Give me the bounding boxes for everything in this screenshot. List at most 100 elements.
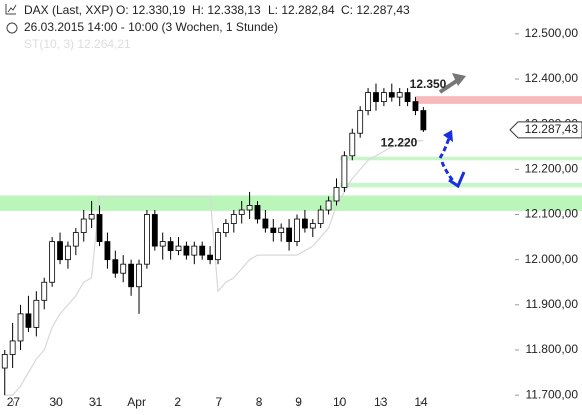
zone xyxy=(340,156,582,161)
indicator: ST(10, 3) 12.264,21 xyxy=(24,37,131,51)
candle-body xyxy=(317,209,324,224)
last-price-label: 12.287,43 xyxy=(525,122,579,136)
candle-body xyxy=(270,227,277,233)
y-tick-label: 12.200,00 xyxy=(525,162,579,176)
last-price-box xyxy=(509,121,582,139)
candle-body xyxy=(65,245,71,261)
y-tick-label: 12.400,00 xyxy=(525,71,579,85)
candle-body xyxy=(17,313,24,342)
high: H: 12.338,13 xyxy=(192,3,261,17)
candle-body xyxy=(25,313,32,328)
candle-body xyxy=(104,241,111,261)
x-tick-label: 9 xyxy=(295,395,302,409)
candle-body xyxy=(380,92,387,103)
candle-body xyxy=(238,209,245,215)
level-label: 12.350 xyxy=(410,77,447,91)
y-tick-label: 12.100,00 xyxy=(525,207,579,221)
candle-body xyxy=(286,227,292,242)
candle-body xyxy=(278,227,285,233)
x-tick-label: 13 xyxy=(374,395,388,409)
foreground: 12.350 12.220 12.287,43 xyxy=(381,77,582,149)
candle-body xyxy=(341,155,348,188)
candle-body xyxy=(57,241,63,261)
close: C: 12.287,43 xyxy=(341,3,410,17)
y-tick-label: 12.000,00 xyxy=(525,252,579,266)
candle-body xyxy=(41,281,48,301)
candle-body xyxy=(175,245,182,252)
x-tick-label: 7 xyxy=(215,395,222,409)
x-tick-label: Apr xyxy=(127,395,146,409)
candle-body xyxy=(357,110,364,134)
blue-arrow-up xyxy=(438,137,451,159)
open: O: 12.330,19 xyxy=(116,3,186,17)
candle-body xyxy=(9,340,16,355)
x-tick-label: 10 xyxy=(333,395,347,409)
zone xyxy=(415,96,582,104)
candle-body xyxy=(33,299,40,328)
chart-icon xyxy=(5,4,17,15)
candle-body xyxy=(120,263,127,274)
candle-body xyxy=(199,245,206,256)
candle-body xyxy=(294,218,300,242)
candle-body xyxy=(396,92,403,98)
candle-body xyxy=(254,205,261,220)
instrument: DAX (Last, XXP) xyxy=(24,3,113,17)
candle-body xyxy=(80,218,87,233)
y-tick-label: 11.700,00 xyxy=(526,387,579,401)
candle-body xyxy=(420,110,427,131)
period: 26.03.2015 14:00 - 10:00 (3 Wochen, 1 St… xyxy=(24,20,278,34)
candle-body xyxy=(309,223,316,229)
candle-body xyxy=(183,245,190,256)
candle-body xyxy=(325,200,332,211)
candle-body xyxy=(333,187,340,202)
candle-body xyxy=(167,241,174,252)
candle-body xyxy=(72,232,79,247)
arrows xyxy=(438,73,466,189)
candle-body xyxy=(144,214,150,265)
background: 11.700,00 11.800,00 11.900,00 12.000,00 12.1… xyxy=(0,26,582,409)
candle-body xyxy=(136,263,142,288)
candle-body xyxy=(88,214,95,220)
candle-body xyxy=(159,241,166,247)
candle-body xyxy=(96,214,103,242)
low: L: 12.282,84 xyxy=(268,3,335,17)
candle-body xyxy=(191,245,198,256)
gray-arrow-head xyxy=(452,73,466,86)
candle-body xyxy=(349,132,356,157)
candle-body xyxy=(246,205,253,211)
blue-arrow-down xyxy=(440,161,456,183)
candle-body xyxy=(207,254,214,261)
blue-arrow-up-head xyxy=(443,130,453,142)
candle-body xyxy=(262,218,269,229)
candle-body xyxy=(388,92,395,98)
x-tick-label: 14 xyxy=(414,395,428,409)
candle-body xyxy=(49,241,56,283)
candle-body xyxy=(128,263,135,288)
candle-body xyxy=(301,218,308,229)
supertrend-line xyxy=(4,139,424,396)
y-tick-label: 11.900,00 xyxy=(526,297,579,311)
x-tick-label: 27 xyxy=(7,395,21,409)
y-tick-label: 12.500,00 xyxy=(525,26,579,40)
candle-body xyxy=(373,92,379,103)
zone xyxy=(0,195,582,211)
plot xyxy=(1,83,427,396)
candle-body xyxy=(223,223,229,233)
x-tick-label: 8 xyxy=(256,395,263,409)
candle-body xyxy=(1,354,8,369)
clock-icon xyxy=(6,22,18,34)
candle-body xyxy=(112,259,119,274)
x-tick-label: 2 xyxy=(174,395,181,409)
candle-body xyxy=(151,214,158,247)
zone xyxy=(340,182,582,188)
candle-body xyxy=(404,92,411,103)
blue-arrow-down-head xyxy=(448,171,466,189)
level-label: 12.220 xyxy=(381,135,418,149)
candle-body xyxy=(215,232,221,261)
header: DAX (Last, XXP) O: 12.330,19 H: 12.338,1… xyxy=(5,3,410,51)
candle-body xyxy=(365,92,371,112)
x-tick-label: 31 xyxy=(89,395,103,409)
x-tick-label: 30 xyxy=(49,395,63,409)
candle-body xyxy=(412,101,419,112)
